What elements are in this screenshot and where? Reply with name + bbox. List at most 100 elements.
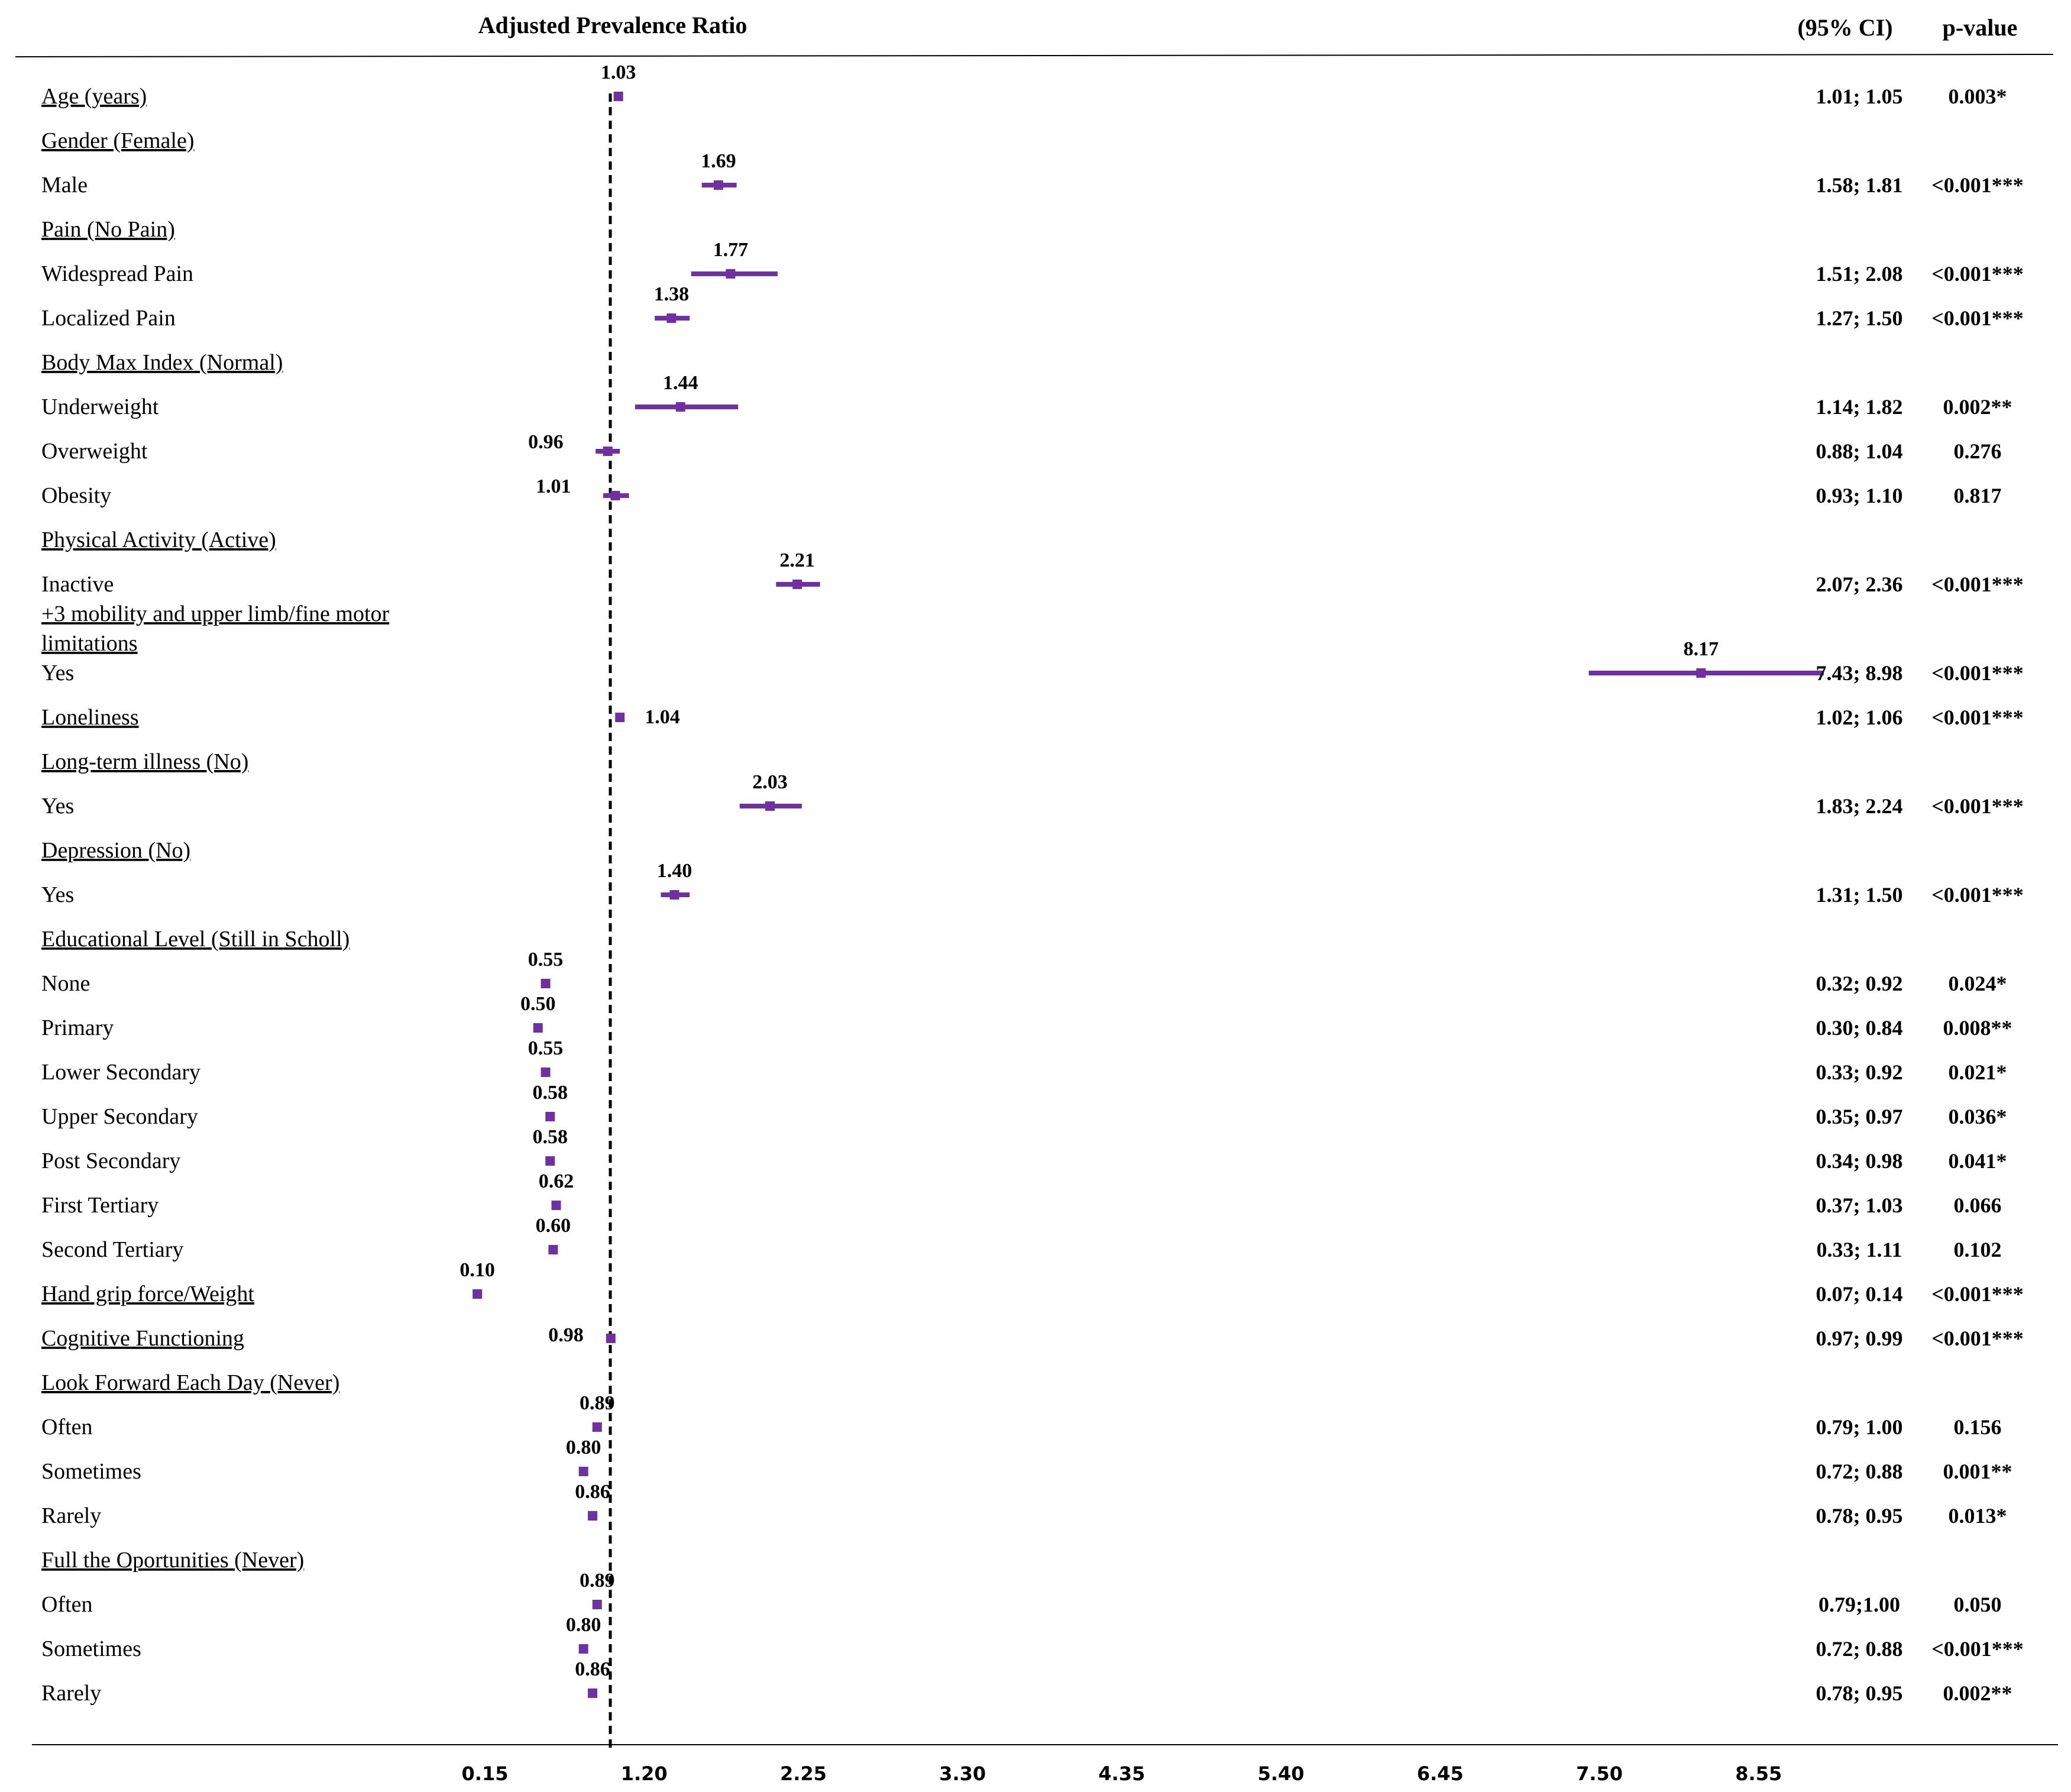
estimate-marker <box>548 1245 558 1254</box>
forest-row: First Tertiary 0.62 0.37; 1.03 0.066 <box>41 1170 2002 1218</box>
ci-text: 1.14; 1.82 <box>1816 395 1903 419</box>
group-label: Body Max Index (Normal) <box>41 350 283 375</box>
ci-text: 1.51; 2.08 <box>1816 262 1903 286</box>
estimate-label: 1.44 <box>663 372 698 394</box>
forest-row: Second Tertiary 0.60 0.33; 1.11 0.102 <box>41 1215 2002 1262</box>
forest-row: Gender (Female) <box>41 128 195 153</box>
ci-text: 0.93; 1.10 <box>1816 484 1903 507</box>
ci-text: 1.83; 2.24 <box>1816 794 1903 818</box>
p-value-text: <0.001*** <box>1931 1282 2024 1306</box>
forest-row: Rarely 0.86 0.78; 0.95 0.002** <box>41 1658 2012 1706</box>
group-label: Pain (No Pain) <box>41 217 175 242</box>
row-label: Often <box>41 1415 93 1440</box>
estimate-marker <box>666 313 677 323</box>
p-value-text: <0.001*** <box>1931 706 2024 729</box>
x-tick-label: 6.45 <box>1417 1762 1464 1785</box>
x-tick-label: 5.40 <box>1258 1762 1305 1785</box>
forest-row: Inactive 2.21 2.07; 2.36 <0.001*** <box>41 549 2024 597</box>
ci-text: 0.30; 0.84 <box>1816 1016 1903 1040</box>
forest-row: Widespread Pain 1.77 1.51; 2.08 <0.001*** <box>41 239 2024 286</box>
forest-row: Long-term illness (No) <box>41 749 248 774</box>
row-label: Obesity <box>41 483 111 508</box>
estimate-label: 0.86 <box>575 1658 610 1680</box>
forest-row: Sometimes 0.80 0.72; 0.88 0.001** <box>41 1437 2012 1484</box>
p-value-text: <0.001*** <box>1931 262 2024 286</box>
ci-text: 0.34; 0.98 <box>1816 1149 1903 1173</box>
group-label: Loneliness <box>41 705 139 730</box>
row-label: Lower Secondary <box>41 1060 200 1085</box>
row-label: Inactive <box>41 572 114 597</box>
forest-rows: Age (years) 1.03 1.01; 1.05 0.003* Gender (F… <box>41 62 2024 1706</box>
estimate-label: 1.04 <box>645 706 680 728</box>
group-label: Educational Level (Still in Scholl) <box>41 927 350 952</box>
estimate-marker <box>551 1201 561 1210</box>
estimate-marker <box>592 1422 602 1432</box>
forest-row: Upper Secondary 0.58 0.35; 0.97 0.036* <box>41 1082 2007 1129</box>
forest-row: Educational Level (Still in Scholl) <box>41 927 350 952</box>
estimate-label: 0.58 <box>533 1082 568 1104</box>
p-value-text: 0.817 <box>1954 484 2002 507</box>
forest-row: Primary 0.50 0.30; 0.84 0.008** <box>41 993 2012 1040</box>
p-value-text: 0.021* <box>1949 1060 2007 1084</box>
forest-row: Loneliness 1.04 1.02; 1.06 <0.001*** <box>41 705 2024 730</box>
forest-row: Hand grip force/Weight 0.10 0.07; 0.14 <0.0… <box>41 1259 2024 1306</box>
ci-text: 0.72; 0.88 <box>1816 1637 1903 1661</box>
group-label: Long-term illness (No) <box>41 749 248 774</box>
forest-row: Rarely 0.86 0.78; 0.95 0.013* <box>41 1481 2007 1528</box>
forest-row: Male 1.69 1.58; 1.81 <0.001*** <box>41 150 2024 198</box>
estimate-label: 0.80 <box>566 1614 601 1636</box>
ci-text: 0.78; 0.95 <box>1816 1681 1903 1705</box>
forest-row: Sometimes 0.80 0.72; 0.88 <0.001*** <box>41 1614 2024 1661</box>
estimate-label: 0.89 <box>580 1392 615 1414</box>
row-label: Second Tertiary <box>41 1237 183 1262</box>
ci-text: 0.37; 1.03 <box>1816 1193 1903 1217</box>
row-label: Rarely <box>41 1503 101 1528</box>
estimate-marker <box>606 1334 616 1343</box>
estimate-label: 0.80 <box>566 1437 601 1458</box>
p-value-text: 0.002** <box>1943 1681 2012 1705</box>
ci-text: 0.07; 0.14 <box>1816 1282 1903 1306</box>
p-value-text: 0.102 <box>1954 1238 2002 1261</box>
group-label: Hand grip force/Weight <box>41 1282 254 1306</box>
group-label: Look Forward Each Day (Never) <box>41 1370 339 1395</box>
estimate-marker <box>578 1467 588 1476</box>
estimate-label: 0.60 <box>536 1215 571 1237</box>
estimate-label: 0.86 <box>575 1481 610 1503</box>
ci-text: 7.43; 8.98 <box>1816 661 1903 685</box>
estimate-label: 2.21 <box>779 549 815 571</box>
estimate-label: 1.03 <box>601 62 636 83</box>
p-value-text: <0.001*** <box>1931 1637 2024 1661</box>
p-value-text: 0.001** <box>1943 1460 2012 1483</box>
p-value-text: 0.024* <box>1949 972 2007 995</box>
x-tick-label: 7.50 <box>1576 1762 1623 1785</box>
estimate-label: 0.89 <box>580 1570 615 1592</box>
estimate-label: 0.58 <box>533 1126 568 1148</box>
ci-text: 0.72; 0.88 <box>1816 1460 1903 1483</box>
x-tick-label: 0.15 <box>462 1762 509 1785</box>
p-value-text: <0.001*** <box>1931 572 2024 596</box>
group-label: Full the Oportunities (Never) <box>41 1548 304 1573</box>
forest-row: Pain (No Pain) <box>41 217 175 242</box>
p-value-text: <0.001*** <box>1931 173 2024 197</box>
estimate-label: 0.98 <box>548 1324 584 1346</box>
ci-text: 1.02; 1.06 <box>1816 706 1903 729</box>
p-value-text: 0.276 <box>1954 439 2002 463</box>
forest-row: Often 0.89 0.79;1.00 0.050 <box>41 1570 2002 1617</box>
estimate-label: 1.40 <box>657 860 693 882</box>
p-value-text: <0.001*** <box>1931 306 2024 330</box>
forest-row: None 0.55 0.32; 0.92 0.024* <box>41 949 2007 996</box>
estimate-marker <box>615 713 625 722</box>
ci-text: 0.33; 1.11 <box>1816 1238 1902 1261</box>
forest-row: Yes 1.40 1.31; 1.50 <0.001*** <box>41 860 2024 907</box>
estimate-label: 0.96 <box>528 431 564 453</box>
estimate-marker <box>1696 668 1706 678</box>
ci-text: 0.32; 0.92 <box>1816 972 1903 995</box>
ci-text: 1.58; 1.81 <box>1816 173 1903 197</box>
estimate-label: 1.01 <box>536 476 571 497</box>
p-value-text: 0.008** <box>1943 1016 2012 1040</box>
header-rule <box>15 54 2054 57</box>
x-tick-label: 4.35 <box>1098 1762 1145 1785</box>
row-label: Primary <box>41 1015 114 1040</box>
group-label: Age (years) <box>41 84 147 109</box>
